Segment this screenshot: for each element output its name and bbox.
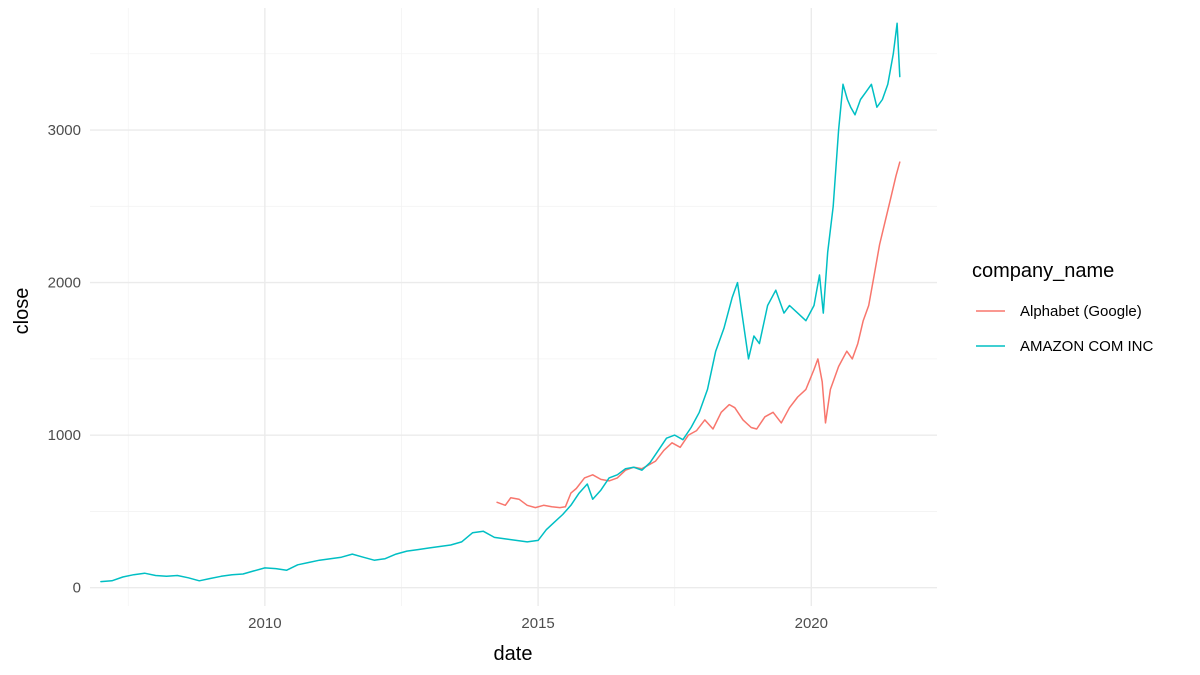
x-axis-title: date — [494, 643, 533, 665]
x-tick-labels: 2010 2015 2020 — [248, 615, 828, 632]
series-line-1 — [100, 22, 901, 583]
y-tick-label: 0 — [73, 580, 81, 597]
y-tick-label: 3000 — [48, 122, 81, 139]
y-axis-title: close — [11, 288, 33, 335]
legend: company_name Alphabet (Google) AMAZON COM… — [972, 260, 1153, 355]
legend-label: Alphabet (Google) — [1020, 303, 1142, 320]
legend-title: company_name — [972, 260, 1114, 282]
legend-items: Alphabet (Google) AMAZON COM INC — [976, 303, 1153, 355]
x-tick-label: 2010 — [248, 615, 281, 632]
legend-label: AMAZON COM INC — [1020, 338, 1153, 355]
y-tick-labels: 0 1000 2000 3000 — [48, 122, 81, 597]
major-y-gridlines — [90, 129, 937, 589]
series-lines — [100, 22, 901, 583]
series-line-0 — [496, 161, 901, 509]
minor-y-gridlines — [90, 53, 937, 512]
y-tick-label: 1000 — [48, 427, 81, 444]
x-tick-label: 2015 — [521, 615, 554, 632]
minor-x-gridlines — [127, 8, 676, 606]
x-tick-label: 2020 — [795, 615, 828, 632]
y-tick-label: 2000 — [48, 275, 81, 292]
